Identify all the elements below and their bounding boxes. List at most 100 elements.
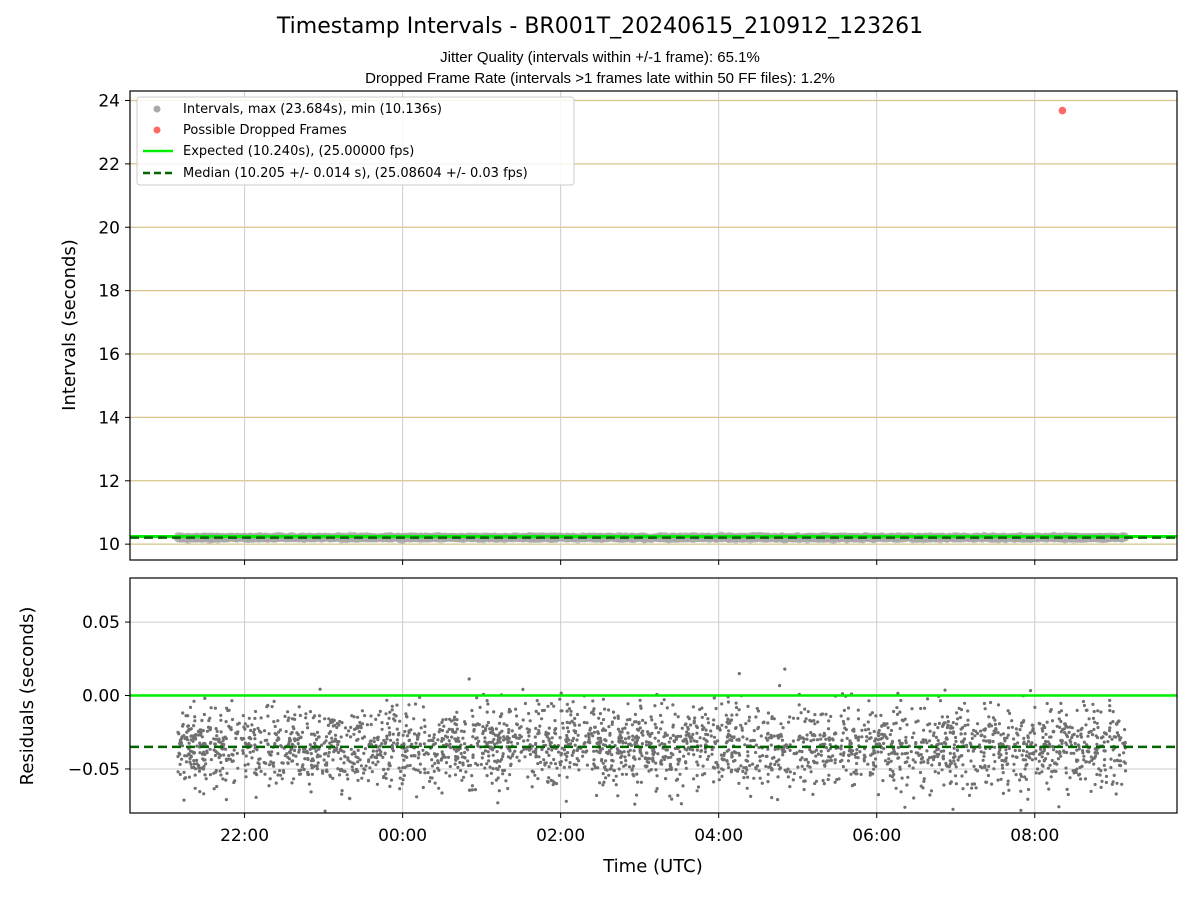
residual-point bbox=[768, 736, 772, 740]
residual-point bbox=[1034, 757, 1038, 761]
residual-point bbox=[256, 726, 260, 731]
residual-point bbox=[1122, 751, 1126, 755]
residual-point bbox=[743, 743, 747, 747]
residual-point bbox=[398, 787, 402, 791]
residual-point bbox=[737, 672, 741, 676]
residual-point bbox=[440, 739, 444, 743]
residual-point bbox=[287, 757, 291, 761]
residual-point bbox=[991, 732, 995, 737]
residual-point bbox=[324, 751, 328, 756]
residual-point bbox=[776, 775, 780, 779]
residual-point bbox=[603, 707, 607, 711]
residual-point bbox=[423, 767, 427, 771]
residual-point bbox=[577, 768, 581, 772]
residual-point bbox=[601, 727, 606, 731]
residual-point bbox=[914, 751, 918, 755]
residual-point bbox=[730, 755, 734, 759]
residual-point bbox=[352, 762, 356, 766]
residual-point bbox=[860, 728, 864, 732]
residual-point bbox=[1123, 728, 1127, 732]
residual-point bbox=[433, 781, 437, 785]
residual-point bbox=[663, 742, 667, 747]
residual-point bbox=[959, 732, 963, 736]
residual-point bbox=[1050, 758, 1054, 763]
residual-point bbox=[705, 757, 710, 762]
residual-point bbox=[179, 741, 184, 745]
residual-point bbox=[716, 726, 720, 730]
residual-point bbox=[963, 701, 967, 705]
residual-point bbox=[507, 727, 511, 732]
residual-point bbox=[461, 736, 465, 740]
residual-point bbox=[227, 708, 231, 712]
residual-point bbox=[1050, 719, 1055, 723]
residual-point bbox=[829, 714, 833, 719]
residual-point bbox=[979, 750, 983, 754]
residual-point bbox=[192, 724, 196, 728]
residual-point bbox=[419, 726, 423, 730]
residual-point bbox=[1007, 788, 1011, 792]
residual-point bbox=[670, 797, 674, 801]
residual-point bbox=[492, 710, 496, 714]
residual-point bbox=[749, 794, 753, 799]
residual-point bbox=[1019, 789, 1023, 793]
residual-point bbox=[559, 760, 563, 764]
residual-point bbox=[856, 756, 860, 760]
residual-point bbox=[385, 722, 390, 726]
residual-point bbox=[936, 726, 940, 730]
residual-point bbox=[644, 743, 649, 747]
residual-point bbox=[433, 761, 437, 766]
residual-point bbox=[598, 736, 603, 740]
residual-point bbox=[401, 778, 405, 782]
residual-point bbox=[734, 726, 738, 730]
residual-point bbox=[877, 728, 881, 733]
residual-point bbox=[1004, 751, 1009, 755]
residual-point bbox=[897, 739, 902, 743]
residual-point bbox=[904, 739, 908, 743]
residual-point bbox=[500, 729, 504, 733]
residual-point bbox=[938, 699, 943, 703]
residual-point bbox=[854, 772, 858, 776]
residual-point bbox=[453, 737, 457, 741]
residual-point bbox=[911, 766, 915, 770]
residual-point bbox=[266, 742, 270, 746]
legend-marker-dropped-frames bbox=[153, 126, 161, 134]
residual-point bbox=[923, 706, 927, 710]
residual-point bbox=[528, 752, 533, 757]
residual-point bbox=[970, 732, 974, 736]
residual-point bbox=[592, 730, 597, 734]
residual-point bbox=[290, 742, 294, 746]
residual-point bbox=[317, 714, 322, 718]
residual-point bbox=[824, 737, 828, 741]
residual-point bbox=[459, 729, 464, 733]
residual-point bbox=[925, 749, 929, 753]
residual-point bbox=[1047, 787, 1051, 791]
residual-point bbox=[976, 731, 980, 736]
residual-point bbox=[740, 728, 744, 732]
residual-point bbox=[883, 723, 887, 727]
residual-point bbox=[390, 708, 394, 712]
top-y-tick-label: 24 bbox=[98, 92, 120, 112]
residual-point bbox=[278, 769, 282, 773]
residual-point bbox=[598, 781, 602, 785]
residual-point bbox=[345, 773, 349, 777]
residual-point bbox=[872, 751, 877, 755]
residual-point bbox=[695, 739, 699, 744]
residual-point bbox=[1005, 736, 1009, 740]
residual-point bbox=[937, 721, 942, 726]
residual-point bbox=[988, 739, 992, 743]
residual-point bbox=[1026, 739, 1031, 744]
residual-point bbox=[480, 751, 485, 755]
residual-point bbox=[272, 720, 276, 724]
residual-point bbox=[540, 717, 544, 721]
top-y-tick-label: 18 bbox=[98, 282, 120, 302]
residual-point bbox=[571, 700, 575, 704]
residual-point bbox=[297, 769, 301, 773]
residual-point bbox=[1115, 731, 1119, 735]
residual-point bbox=[954, 735, 958, 740]
residual-point bbox=[698, 754, 702, 759]
residual-point bbox=[203, 773, 207, 777]
residual-point bbox=[700, 715, 704, 720]
residual-point bbox=[527, 728, 532, 732]
residual-point bbox=[388, 738, 393, 742]
residual-point bbox=[400, 782, 404, 786]
